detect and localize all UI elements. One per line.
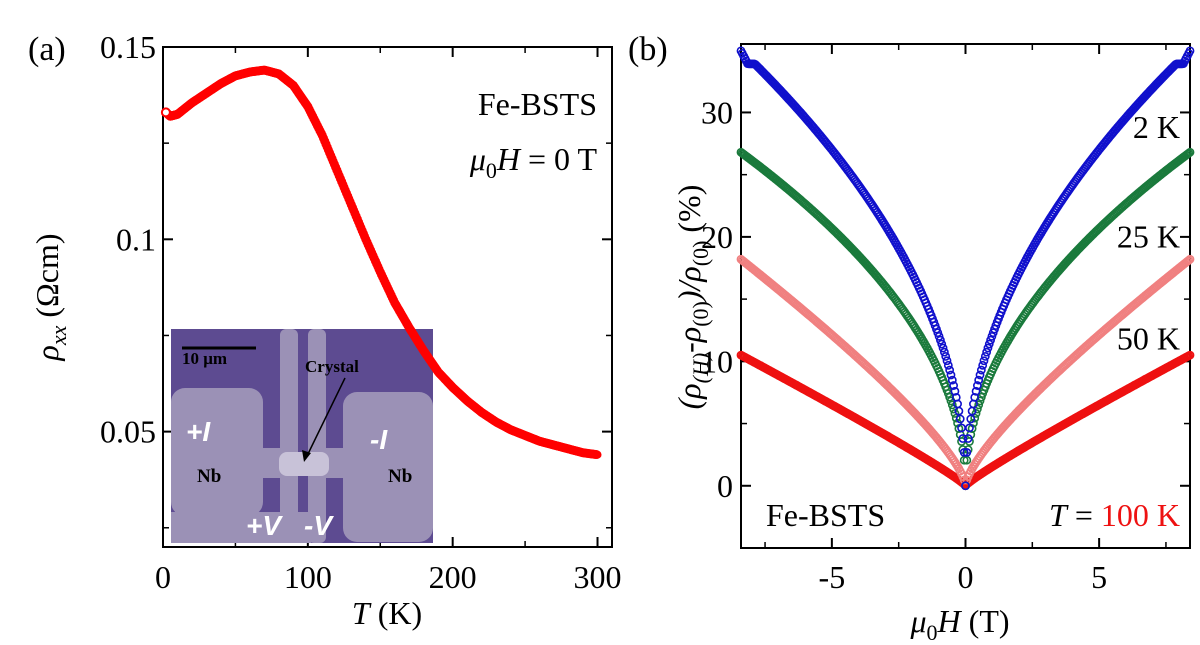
- b-y-tick-label: 20: [701, 219, 733, 255]
- inset-lead-bottom-strip: [171, 512, 311, 543]
- a-x-tick-label: 0: [155, 559, 171, 595]
- inset-plus-i: +I: [186, 416, 211, 447]
- inset-crystal: [279, 452, 329, 476]
- b-series-point: [955, 414, 965, 424]
- b-series-point: [947, 375, 957, 385]
- panel-b-y-ticks: 0 10 20 30: [701, 94, 1190, 504]
- b-series-point: [986, 335, 995, 345]
- b-series-point: [1185, 350, 1195, 360]
- panel-a-x-axis-label: T (K): [352, 595, 422, 631]
- b-series-point: [939, 347, 949, 357]
- b-x-tick-label: 0: [958, 559, 974, 595]
- panel-b-y-axis-label: (ρ(H)-ρ(0))/ρ(0) (%): [671, 185, 713, 410]
- panel-b-annotation-right: T = 100 K: [1049, 497, 1180, 533]
- inset-nb-right: Nb: [388, 466, 412, 487]
- panel-a-annotation-1: Fe-BSTS: [478, 86, 597, 122]
- b-series-point: [937, 339, 947, 349]
- a-series-point: [593, 450, 602, 459]
- b-series-point: [983, 343, 993, 353]
- b-series-point: [976, 365, 986, 375]
- b-series-point: [954, 406, 964, 416]
- b-series-point: [979, 356, 989, 366]
- inset-arrow-head: [302, 450, 311, 462]
- b-y-tick-label: 0: [717, 468, 733, 504]
- b-series-point: [958, 434, 968, 443]
- inset-minus-i: -I: [370, 424, 388, 455]
- b-series-point: [962, 447, 972, 457]
- b-series-point: [950, 386, 960, 396]
- b-series-point: [984, 339, 994, 349]
- b-series-point: [947, 400, 957, 410]
- panel-a-label: (a): [28, 31, 66, 68]
- b-series-label: 25 K: [1117, 219, 1180, 255]
- b-series-point: [972, 381, 982, 390]
- b-series-point: [975, 370, 985, 380]
- b-series-point: [965, 423, 974, 433]
- b-series-point: [978, 360, 988, 370]
- inset-lead-top-2: [308, 329, 326, 459]
- panel-a-y-axis-label: ρxx (Ωcm): [29, 233, 71, 361]
- b-series-point: [941, 351, 951, 361]
- panel-b-label: (b): [628, 31, 668, 68]
- b-series-point: [1184, 255, 1194, 265]
- inset-minus-v: -V: [304, 510, 334, 541]
- panel-a: (a) 0 100 200 300 0.05 0.1 0.15 10 μm Crystal…: [28, 29, 622, 631]
- b-series-point: [949, 381, 959, 390]
- a-series-point-open: [160, 107, 171, 118]
- b-series-point: [1185, 147, 1195, 157]
- b-series-point: [974, 375, 984, 385]
- a-x-tick-label: 100: [284, 559, 332, 595]
- b-series-point: [946, 370, 956, 380]
- panel-b-x-ticks: -5 0 5: [764, 44, 1167, 595]
- b-series-point: [936, 335, 945, 345]
- b-series-point: [980, 351, 990, 361]
- b-series-point: [959, 447, 969, 457]
- panel-b: (b) -5 0 5 0 10 20 30 2 K 25 K 50 K Fe-BSTS T =…: [628, 31, 1195, 645]
- panel-a-series: [160, 65, 602, 460]
- a-y-tick-label: 0.15: [100, 29, 156, 65]
- b-x-tick-label: -5: [819, 559, 846, 595]
- b-series-point: [943, 360, 953, 370]
- b-series-point: [970, 392, 980, 402]
- b-series-label: 50 K: [1117, 321, 1180, 357]
- panel-b-series: [736, 46, 1195, 491]
- b-series-point: [971, 386, 981, 396]
- panel-b-x-axis-label: μ0H (T): [909, 603, 1009, 645]
- inset-pad-left: [171, 388, 263, 516]
- b-series-point: [934, 331, 944, 341]
- inset-plus-v: +V: [246, 510, 283, 541]
- inset-arrow-line: [305, 377, 346, 459]
- a-y-tick-label: 0.1: [116, 221, 156, 257]
- inset-lead-top-1: [280, 329, 298, 459]
- b-series-point: [966, 414, 976, 424]
- b-x-tick-label: 5: [1091, 559, 1107, 595]
- panel-a-y-ticks: 0.05 0.1 0.15: [100, 29, 612, 529]
- inset-crystal-label: Crystal: [305, 357, 359, 376]
- b-series-point: [1185, 254, 1195, 264]
- panel-b-annotation-left: Fe-BSTS: [766, 497, 885, 533]
- inset-nb-left: Nb: [197, 466, 221, 487]
- b-series-point: [974, 400, 984, 410]
- a-y-tick-label: 0.05: [100, 414, 156, 450]
- b-series-point: [961, 481, 970, 491]
- a-x-tick-label: 300: [574, 559, 622, 595]
- b-series-label: 2 K: [1133, 109, 1180, 145]
- inset-lead-bottom-2: [308, 470, 326, 543]
- b-series-point: [945, 365, 955, 375]
- panel-a-plot-frame: [162, 46, 613, 548]
- a-x-tick-label: 200: [429, 559, 477, 595]
- b-y-tick-label: 30: [701, 94, 733, 130]
- b-series-point: [1185, 46, 1195, 56]
- inset-micrograph: 10 μm Crystal +I -I Nb Nb +V -V: [171, 329, 433, 543]
- b-series-point: [982, 347, 992, 357]
- b-series-point: [963, 434, 973, 443]
- inset-scale-label: 10 μm: [182, 349, 227, 368]
- b-series-point: [938, 343, 948, 353]
- b-y-tick-label: 10: [701, 343, 733, 379]
- panel-a-annotation-2: μ0H = 0 T: [469, 141, 598, 183]
- b-series-point: [942, 356, 952, 366]
- inset-pad-right: [343, 392, 433, 542]
- panel-b-series-labels: 2 K 25 K 50 K: [1117, 109, 1180, 357]
